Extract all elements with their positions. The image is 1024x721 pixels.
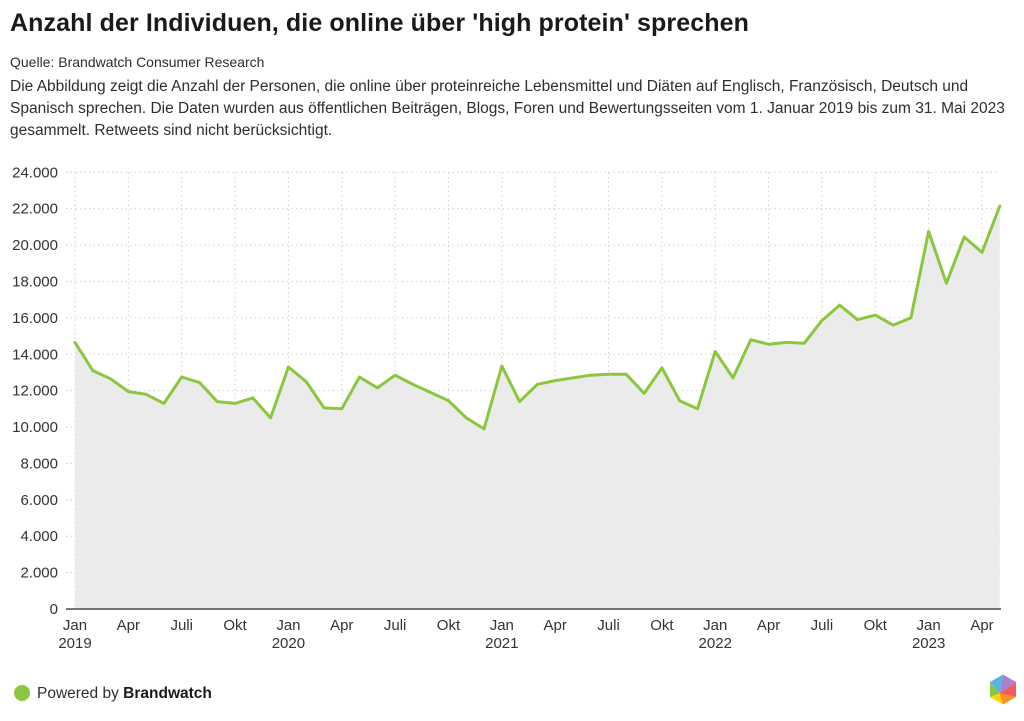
brand-dot-icon	[14, 685, 30, 701]
y-axis-label: 20.000	[12, 237, 58, 254]
logo-segment-green	[990, 682, 1000, 697]
x-axis-month-label: Juli	[384, 617, 407, 634]
y-axis-label: 10.000	[12, 419, 58, 436]
y-axis-label: 12.000	[12, 383, 58, 400]
trend-line	[73, 204, 1002, 431]
x-axis-month-label: Jan	[703, 617, 727, 634]
x-axis-month-label: Jan	[276, 617, 300, 634]
brand-name-label: Brandwatch	[123, 685, 212, 702]
x-axis-month-label: Jan	[917, 617, 941, 634]
x-axis-year-label: 2019	[58, 635, 91, 652]
x-axis-month-label: Juli	[597, 617, 620, 634]
x-axis-year-label: 2020	[272, 635, 305, 652]
y-axis-label: 18.000	[12, 273, 58, 290]
area-fill	[75, 206, 1000, 609]
logo-segment-yellow	[990, 693, 1003, 705]
logo-segment-purple	[999, 674, 1016, 694]
logo-segment-orange	[999, 693, 1016, 705]
y-axis-label: 24.000	[12, 164, 58, 181]
powered-by-label: Powered by	[37, 685, 119, 702]
x-axis-month-label: Apr	[544, 617, 567, 634]
x-axis-year-label: 2022	[699, 635, 732, 652]
chart-description: Die Abbildung zeigt die Anzahl der Perso…	[10, 78, 1005, 139]
x-axis-month-label: Apr	[117, 617, 140, 634]
x-axis-month-label: Okt	[223, 617, 247, 634]
logo-segment-red	[999, 682, 1016, 697]
y-axis-label: 16.000	[12, 310, 58, 327]
x-axis-month-label: Jan	[63, 617, 87, 634]
y-axis-label: 2.000	[20, 565, 58, 582]
x-axis-month-label: Apr	[970, 617, 993, 634]
brandwatch-logo-icon	[990, 674, 1016, 705]
x-axis-month-label: Apr	[757, 617, 780, 634]
x-axis-month-label: Juli	[170, 617, 193, 634]
x-axis-month-label: Okt	[650, 617, 674, 634]
x-axis-month-label: Juli	[811, 617, 834, 634]
logo-segment-blue	[990, 674, 1003, 694]
y-axis-label: 6.000	[20, 492, 58, 509]
powered-by-text: Powered by Brandwatch	[37, 685, 212, 703]
x-axis-month-label: Apr	[330, 617, 353, 634]
page-title: Anzahl der Individuen, die online über '…	[10, 9, 749, 37]
x-axis-year-label: 2021	[485, 635, 518, 652]
y-axis-label: 22.000	[12, 201, 58, 218]
x-axis-year-label: 2023	[912, 635, 945, 652]
y-axis-label: 14.000	[12, 346, 58, 363]
x-axis-month-label: Okt	[864, 617, 888, 634]
y-axis-label: 4.000	[20, 528, 58, 545]
y-axis-label: 0	[50, 601, 58, 618]
y-axis-label: 8.000	[20, 455, 58, 472]
x-axis-month-label: Okt	[437, 617, 461, 634]
source-line: Quelle: Brandwatch Consumer Research	[10, 54, 265, 70]
x-axis-month-label: Jan	[490, 617, 514, 634]
